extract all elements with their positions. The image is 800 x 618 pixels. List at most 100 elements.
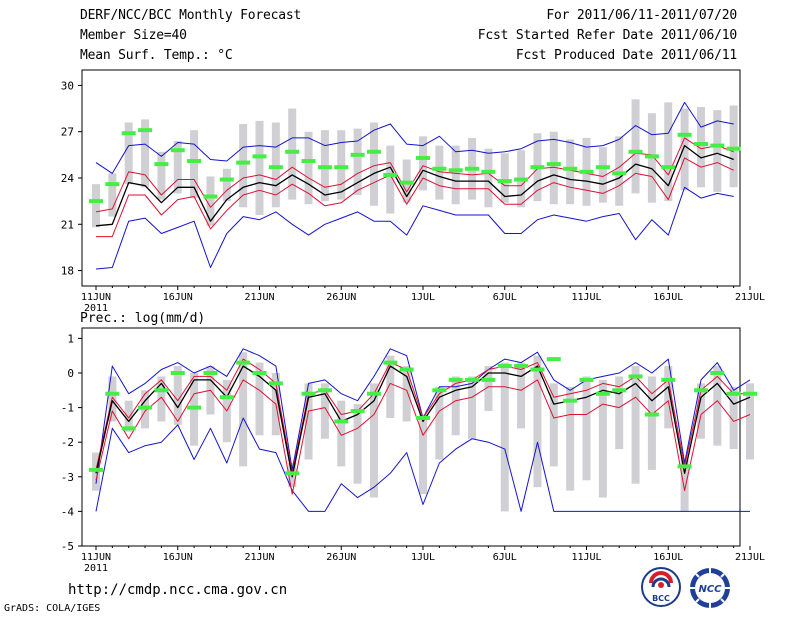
prec-obs-mark — [497, 364, 512, 369]
prec-obs-mark — [219, 395, 234, 400]
prec-obs-mark — [105, 391, 120, 396]
temp-obs-mark — [448, 168, 463, 173]
temp-obs-mark — [383, 172, 398, 177]
prec-plot-frame — [81, 327, 741, 547]
temp-spread-box — [304, 131, 313, 205]
temp-spread-box — [206, 176, 215, 226]
prec-obs-mark — [121, 426, 136, 431]
temp-obs-mark — [366, 149, 381, 154]
temp-spread-box — [255, 120, 264, 216]
prec-obs-mark — [726, 391, 741, 396]
prec-x-tick-label: 21JUL — [735, 552, 765, 563]
prec-spread-box — [484, 366, 493, 412]
temp-spread-box — [92, 184, 100, 228]
prec-y-tick-label: -4 — [61, 505, 75, 518]
temp-obs-mark — [710, 143, 725, 148]
temp-x-tick-label: 21JUL — [735, 292, 765, 303]
temp-line-ensemble-min — [95, 186, 734, 270]
temp-spread-box — [549, 131, 558, 205]
temp-obs-mark — [105, 182, 120, 187]
prec-spread-box — [157, 376, 166, 422]
temp-line-ensemble-mean — [95, 144, 734, 227]
prec-spread-box — [451, 376, 460, 436]
prec-line-spread-lower — [95, 379, 751, 495]
prec-obs-mark — [350, 409, 365, 414]
prec-spread-box — [598, 379, 607, 498]
temp-spread-box — [124, 122, 133, 185]
temp-x-tick-label: 16JUN — [163, 292, 193, 303]
prec-obs-mark — [285, 471, 300, 476]
temp-spread-box — [190, 130, 199, 199]
prec-obs-mark — [416, 415, 430, 420]
prec-spread-box — [631, 366, 640, 484]
temp-y-tick-label: 21 — [61, 218, 74, 231]
temp-spread-box — [484, 148, 493, 208]
temp-x-tick-label: 1JUL — [411, 292, 435, 303]
temp-spread-box — [451, 145, 460, 205]
temp-obs-mark — [497, 179, 512, 184]
temp-spread-box — [157, 151, 166, 200]
prec-spread-box — [124, 400, 133, 432]
temp-spread-box — [713, 110, 722, 192]
temp-obs-mark — [138, 128, 153, 133]
prec-y-tick-label: 1 — [67, 332, 74, 345]
prec-spread-box — [173, 366, 182, 425]
prec-y-tick-label: -5 — [61, 540, 74, 553]
temp-spread-box — [664, 102, 673, 202]
temp-x-tick-label: 6JUL — [493, 292, 517, 303]
prec-obs-mark — [693, 388, 708, 393]
prec-spread-box — [566, 386, 575, 491]
temp-obs-mark — [661, 165, 676, 170]
temp-spread-box — [386, 145, 395, 214]
temp-x-tick-label: 21JUN — [244, 292, 274, 303]
temp-y-tick-label: 30 — [61, 79, 74, 92]
temp-spread-box — [173, 140, 182, 194]
temp-y-tick-label: 18 — [61, 265, 74, 278]
footer-url[interactable]: http://cmdp.ncc.cma.gov.cn — [68, 582, 288, 598]
prec-x-tick-label: 1JUL — [411, 552, 435, 563]
temp-spread-box — [566, 139, 575, 205]
forecast-start-date: Fcst Started Refer Date 2011/06/10 — [477, 28, 738, 43]
prec-spread-box — [255, 362, 264, 436]
prec-obs-mark — [187, 405, 202, 410]
prec-obs-mark — [465, 377, 480, 382]
temp-obs-mark — [187, 159, 202, 164]
grads-credit: GrADS: COLA/IGES — [4, 603, 101, 614]
member-size: Member Size=40 — [80, 28, 187, 43]
prec-obs-mark — [399, 367, 414, 372]
bcc-logo: BCC — [641, 567, 681, 607]
prec-obs-mark — [481, 377, 496, 382]
prec-obs-mark — [138, 405, 153, 410]
prec-spread-box — [647, 376, 656, 470]
temp-obs-mark — [236, 160, 251, 165]
forecast-period: For 2011/06/11-2011/07/20 — [546, 8, 737, 23]
temp-spread-box — [500, 153, 509, 203]
prec-spread-box — [582, 376, 591, 481]
prec-obs-mark — [644, 412, 659, 417]
prec-spread-box — [419, 414, 427, 495]
temp-obs-mark — [252, 154, 267, 159]
temp-obs-mark — [170, 148, 185, 153]
prec-y-tick-label: -3 — [61, 471, 74, 484]
prec-spread-box — [468, 376, 477, 439]
prec-spread-box — [664, 366, 673, 429]
temp-x-tick-label: 16JUL — [653, 292, 683, 303]
temp-spread-box — [108, 173, 117, 217]
prec-obs-mark — [432, 388, 447, 393]
ncc-logo-text: NCC — [698, 584, 722, 595]
prec-obs-mark — [154, 388, 169, 393]
temp-obs-mark — [481, 169, 496, 174]
prec-x-tick-label: 11JUN — [81, 552, 111, 563]
temp-obs-mark — [726, 146, 741, 151]
temp-x-tick-label: 11JUL — [571, 292, 601, 303]
chart-title: DERF/NCC/BCC Monthly Forecast — [80, 8, 302, 23]
temp-obs-mark — [154, 162, 169, 167]
prec-spread-box — [533, 355, 542, 488]
temp-spread-box — [239, 124, 248, 208]
temp-obs-mark — [579, 169, 594, 174]
prec-spread-box — [500, 362, 509, 512]
temp-obs-mark — [644, 154, 659, 159]
prec-obs-mark — [252, 370, 267, 375]
temp-spread-box — [141, 119, 150, 188]
